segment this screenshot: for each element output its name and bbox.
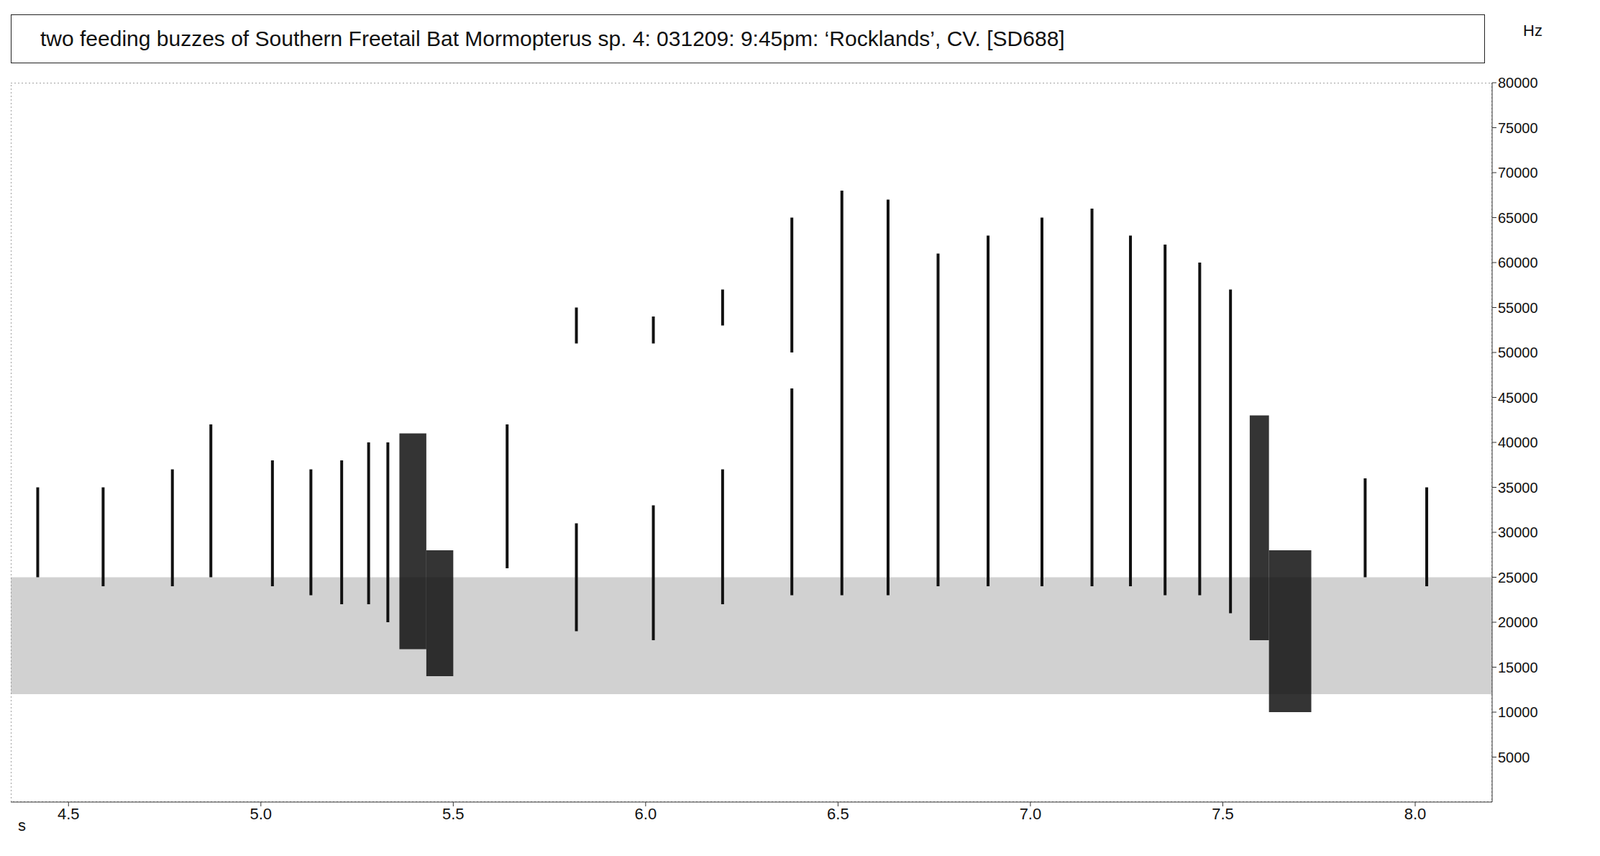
svg-text:20000: 20000 [1497,614,1539,630]
svg-text:25000: 25000 [1497,569,1539,586]
svg-text:10000: 10000 [1497,704,1539,720]
svg-text:80000: 80000 [1497,74,1539,91]
svg-text:7.5: 7.5 [1211,804,1234,823]
svg-text:5000: 5000 [1497,749,1531,766]
svg-text:65000: 65000 [1497,209,1539,226]
svg-text:40000: 40000 [1497,434,1539,451]
svg-text:70000: 70000 [1497,164,1539,181]
html-text:Hz: Hz [1523,21,1543,40]
svg-text:55000: 55000 [1497,299,1539,316]
svg-text:50000: 50000 [1497,344,1539,361]
svg-text:6.5: 6.5 [826,804,850,823]
svg-text:8.0: 8.0 [1404,804,1427,823]
svg-text:5.5: 5.5 [442,804,465,823]
svg-text:4.5: 4.5 [57,804,80,823]
html-text:two feeding buzzes of Southern: two feeding buzzes of Southern Freetail … [40,26,1065,51]
svg-text:7.0: 7.0 [1019,804,1042,823]
svg-text:15000: 15000 [1497,659,1539,676]
svg-text:75000: 75000 [1497,120,1539,136]
svg-text:45000: 45000 [1497,389,1539,406]
svg-text:30000: 30000 [1497,524,1539,541]
svg-text:5.0: 5.0 [249,804,272,823]
svg-text:s: s [17,816,26,835]
svg-text:6.0: 6.0 [634,804,658,823]
svg-text:60000: 60000 [1497,254,1539,271]
svg-text:35000: 35000 [1497,479,1539,496]
